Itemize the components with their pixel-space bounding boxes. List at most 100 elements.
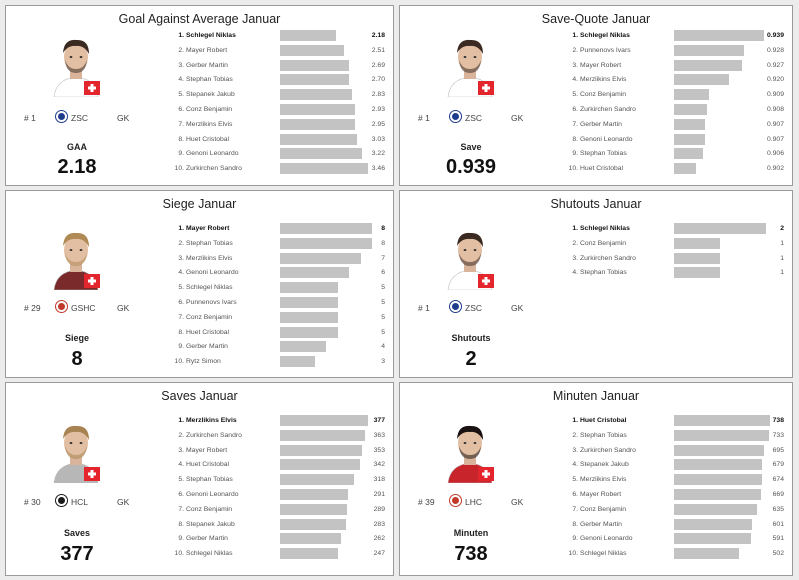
stat-value: 0.939 [445,156,497,178]
rank: 1. [178,32,184,39]
player-position: GK [511,113,524,123]
team-logo-icon [56,495,67,506]
bar-value-label: 377 [373,417,385,424]
player-name: Zurkirchen Sandro [580,446,636,454]
rank: 10. [174,550,184,558]
chart-row: 9. Genoni Leonardo 3.22 [6,147,393,161]
bar-value-label: 2.70 [371,76,385,84]
chart-bar [674,44,744,56]
stat-panel: Shutouts Januar # 1 ZSC GK Shutouts 2 1. Schleg… [399,190,793,378]
chart-bar [674,89,709,101]
rank: 7. [572,120,578,128]
chart-row: 2. Zurkirchen Sandro 363 [6,429,393,443]
chart-row: 3. Zurkirchen Sandro 695 [400,444,792,458]
player-name: Conz Benjamin [580,505,627,513]
rank: 2. [572,431,578,439]
rank: 3. [572,254,578,262]
rank: 1. [572,32,578,39]
chart-bar [674,30,765,41]
chart-row: 3. Gerber Martin 2.69 [6,59,393,73]
bar-value-label: 6 [381,269,385,277]
chart-bar [280,89,353,101]
chart-bar [674,444,765,456]
player-name: Zurkirchen Sandro [186,165,242,173]
bar-value-label: 2.83 [371,91,385,99]
chart-bar [674,133,706,145]
chart-row: 2. Conz Benjamin 1 [400,237,792,251]
player-name: Genoni Leonardo [186,150,239,158]
bar-value-label: 0.906 [766,150,784,158]
rank: 3. [178,254,184,262]
chart-bar [280,30,336,41]
chart-bar [674,252,720,264]
bar-value-label: 1 [780,239,784,247]
chart-bar [280,252,361,264]
stat-label: GAA [67,142,87,152]
rank: 2. [178,46,184,54]
chart-row: 1. Merzlikins Elvis 377 [6,414,393,428]
player-name: Conz Benjamin [186,313,233,321]
bar-value-label: 591 [772,535,784,543]
bar-value-label: 3.03 [371,135,385,143]
bar-value-label: 2.69 [371,61,385,69]
stat-value: 738 [454,543,488,565]
chart-row: 5. Stephan Tobias 318 [6,473,393,487]
player-name: Stepanek Jakub [186,520,235,528]
player-portrait-frame [48,419,104,484]
rank: 7. [178,120,184,128]
bar-value-label: 5 [381,284,385,292]
panel-title: Siege Januar [162,197,237,211]
rank: 10. [174,358,184,366]
player-name: Gerber Martin [186,535,228,543]
player-name: Punnenovs Ivars [580,46,631,54]
chart-row: 8. Huet Cristobal 5 [6,326,393,340]
chart-bar [280,356,315,368]
rank: 4. [572,269,578,277]
player-portrait-frame [48,226,104,291]
chart-bar [674,148,704,160]
chart-bar [674,503,757,515]
bar-value-label: 695 [772,446,784,454]
chart-row: 5. Conz Benjamin 0.909 [400,88,792,102]
bar-value-label: 247 [373,550,385,558]
player-name: Stephan Tobias [580,431,627,439]
chart-row: 9. Genoni Leonardo 591 [400,532,792,546]
player-name: Stephan Tobias [186,239,233,247]
chart-bar [674,489,762,500]
stat-value: 2 [465,348,477,370]
rank: 7. [178,313,184,321]
player-name: Schlegel Niklas [186,550,233,558]
bar-value-label: 291 [373,491,385,498]
rank: 3. [572,61,578,69]
jersey-number: # 30 [24,497,41,507]
chart-bar [280,311,338,323]
chart-row: 6. Conz Benjamin 2.93 [6,103,393,117]
player-name: Mayer Robert [580,61,622,69]
rank: 4. [572,76,578,84]
chart-row: 7. Conz Benjamin 635 [400,503,792,517]
chart-bar [280,237,372,249]
rank: 4. [178,461,184,469]
rank: 8. [572,135,578,143]
bar-value-label: 283 [373,520,385,528]
player-name: Gerber Martin [580,120,622,128]
bar-value-label: 5 [381,299,385,306]
chart-row: 1. Mayer Robert 8 [6,222,393,236]
rank: 1. [178,417,184,424]
jersey-number: # 39 [418,497,435,507]
bar-value-label: 669 [772,491,784,498]
bar-value-label: 738 [772,417,784,424]
player-portrait [447,232,494,291]
chart-row: 8. Huet Cristobal 3.03 [6,133,393,147]
player-name: Merzlikins Elvis [186,120,233,128]
player-name: Stephan Tobias [186,76,233,84]
bar-value-label: 2.93 [371,106,385,113]
bar-value-label: 353 [373,446,385,454]
bar-value-label: 5 [381,328,385,336]
player-portrait-frame [442,419,498,484]
bar-value-label: 363 [373,431,385,439]
player-name: Conz Benjamin [580,239,627,247]
rank: 3. [178,446,184,454]
chart-bar [280,282,338,294]
player-name: Mayer Robert [186,446,228,454]
